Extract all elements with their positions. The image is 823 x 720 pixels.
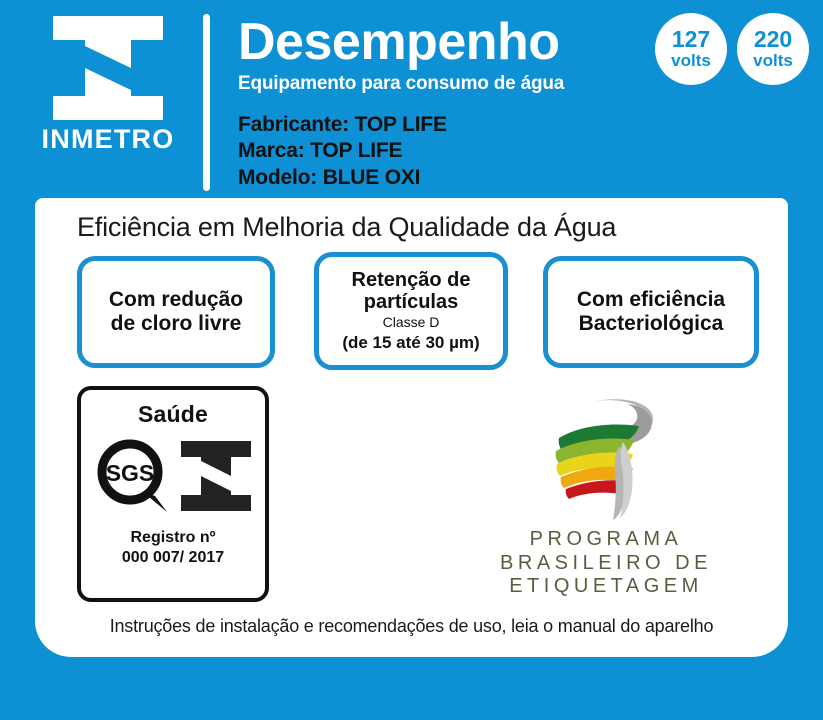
feature-box-bacteriological-efficiency: Com eficiência Bacteriológica bbox=[543, 256, 759, 368]
sgs-logo-icon: SGS bbox=[97, 439, 167, 512]
health-seal-title: Saúde bbox=[137, 401, 209, 427]
page-title: Desempenho bbox=[238, 13, 560, 71]
maker-info: Fabricante: TOP LIFE Marca: TOP LIFE Mod… bbox=[238, 112, 638, 191]
feature-line-2: de cloro livre bbox=[110, 312, 242, 335]
feature-class-label: Classe D bbox=[382, 313, 440, 330]
pbe-logo: PROGRAMA BRASILEIRO DE ETIQUETAGEM bbox=[475, 396, 737, 597]
pbe-line-1: PROGRAMA bbox=[529, 528, 683, 550]
feature-range-label: (de 15 até 30 µm) bbox=[342, 333, 480, 353]
pbe-line-2: BRASILEIRO DE bbox=[500, 551, 712, 574]
pbe-ribbon-icon bbox=[555, 399, 653, 520]
maker-line-modelo: Modelo: BLUE OXI bbox=[238, 165, 421, 189]
feature-line-1: Retenção de bbox=[351, 268, 471, 291]
voltage-value: 127 bbox=[671, 25, 711, 52]
maker-line-marca: Marca: TOP LIFE bbox=[238, 139, 403, 163]
health-seal-marks: SGS bbox=[93, 436, 253, 516]
registration-info: Registro nº 000 007/ 2017 bbox=[122, 528, 224, 567]
svg-text:SGS: SGS bbox=[106, 460, 155, 486]
registration-number: 000 007/ 2017 bbox=[121, 548, 225, 566]
voltage-badges: 127 volts 220 volts bbox=[655, 13, 809, 85]
inmetro-wordmark: INMETRO bbox=[41, 124, 175, 154]
pbe-wordmark: PROGRAMA BRASILEIRO DE ETIQUETAGEM bbox=[475, 528, 737, 599]
content-panel: Eficiência em Melhoria da Qualidade da Á… bbox=[35, 198, 788, 657]
footer-note: Instruções de instalação e recomendações… bbox=[109, 616, 714, 636]
voltage-unit: volts bbox=[671, 50, 711, 70]
voltage-badge-220: 220 volts bbox=[737, 13, 809, 85]
feature-line-1: Com eficiência bbox=[576, 287, 726, 311]
inmetro-ibeam-icon bbox=[53, 16, 163, 120]
feature-line-1: Com redução bbox=[108, 287, 244, 311]
panel-title: Eficiência em Melhoria da Qualidade da Á… bbox=[77, 212, 617, 242]
header-text-block: Desempenho Equipamento para consumo de á… bbox=[238, 13, 638, 191]
feature-box-chlorine-reduction: Com redução de cloro livre bbox=[77, 256, 275, 368]
voltage-unit: volts bbox=[753, 50, 793, 70]
feature-line-2: Bacteriológica bbox=[578, 312, 724, 335]
voltage-badge-127: 127 volts bbox=[655, 13, 727, 85]
health-seal-box: Saúde SGS Registro nº 000 bbox=[77, 386, 269, 602]
voltage-value: 220 bbox=[753, 25, 793, 52]
page-subtitle: Equipamento para consumo de água bbox=[238, 73, 565, 95]
registration-label: Registro nº bbox=[130, 529, 216, 546]
label-header: INMETRO Desempenho Equipamento para cons… bbox=[0, 0, 823, 198]
header-divider bbox=[203, 14, 210, 191]
maker-line-fabricante: Fabricante: TOP LIFE bbox=[238, 113, 447, 137]
feature-box-particle-retention: Retenção de partículas Classe D (de 15 a… bbox=[314, 252, 508, 370]
feature-line-2: partículas bbox=[363, 290, 459, 313]
pbe-line-3: ETIQUETAGEM bbox=[509, 575, 703, 598]
inmetro-ibeam-icon-black bbox=[181, 441, 251, 511]
inmetro-logo: INMETRO bbox=[28, 16, 188, 156]
